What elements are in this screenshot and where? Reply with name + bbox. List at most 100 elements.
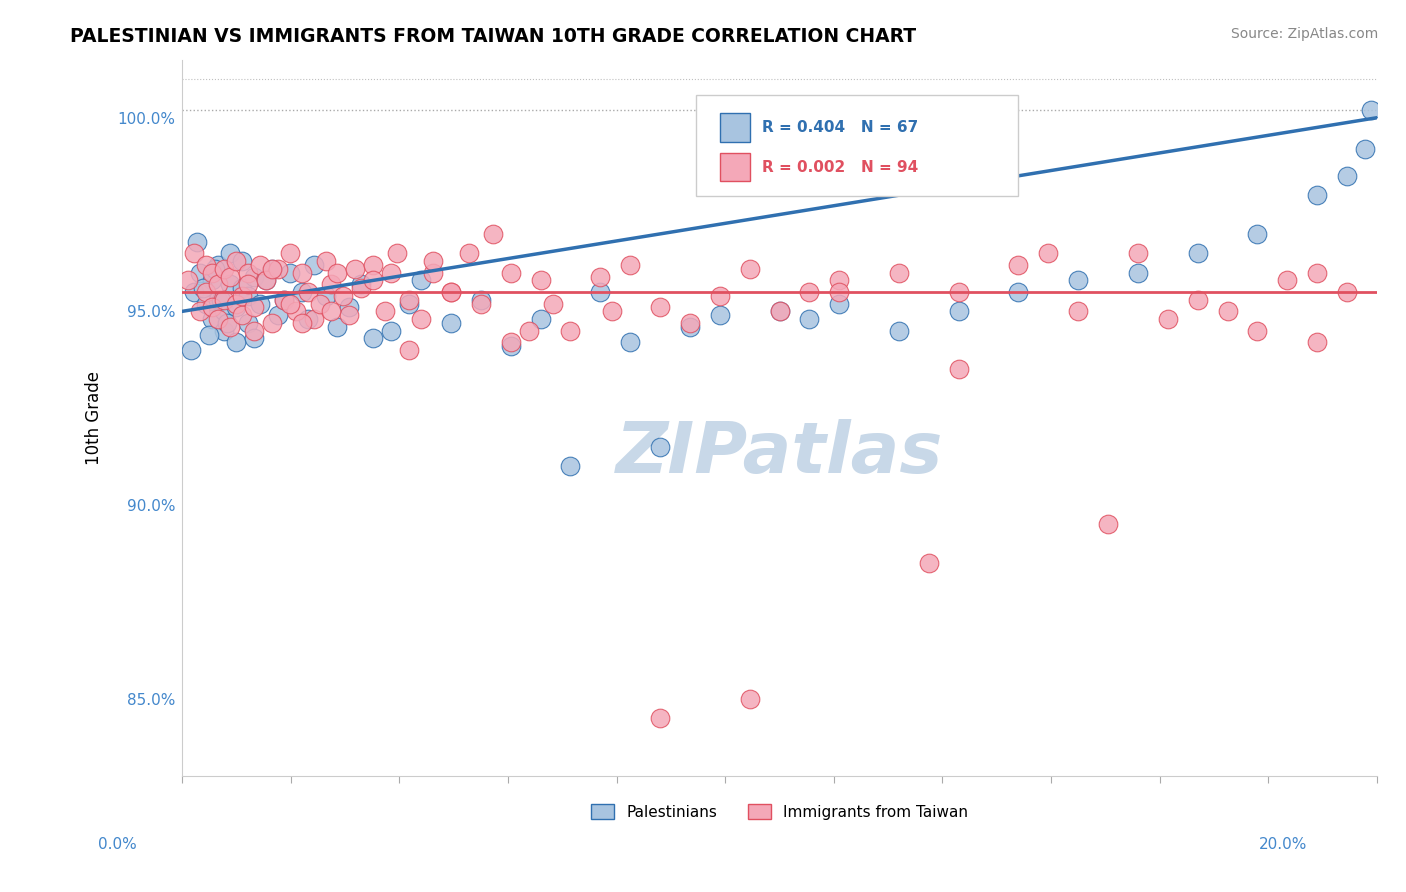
Point <box>470 293 492 307</box>
Point <box>380 266 402 280</box>
Point <box>195 296 218 310</box>
Point <box>470 296 492 310</box>
Point <box>1246 324 1268 338</box>
Point <box>260 316 283 330</box>
Point <box>249 296 271 310</box>
Text: 0.0%: 0.0% <box>98 837 138 852</box>
Point <box>1306 188 1329 202</box>
Point <box>236 277 259 292</box>
Point <box>284 304 307 318</box>
Point <box>409 273 432 287</box>
Point <box>499 335 522 350</box>
Point <box>207 277 229 292</box>
Point <box>236 266 259 280</box>
Point <box>409 312 432 326</box>
Point <box>231 254 253 268</box>
Point <box>297 285 319 299</box>
Point <box>1187 246 1209 260</box>
Point <box>225 335 247 350</box>
Point <box>204 261 226 276</box>
Point <box>887 324 910 338</box>
Point <box>600 304 623 318</box>
Point <box>201 266 224 280</box>
Point <box>231 281 253 295</box>
Point <box>1354 142 1376 156</box>
FancyBboxPatch shape <box>720 113 749 142</box>
Legend: Palestinians, Immigrants from Taiwan: Palestinians, Immigrants from Taiwan <box>585 797 974 826</box>
Point <box>517 324 540 338</box>
Point <box>191 281 214 295</box>
Point <box>212 261 235 276</box>
Point <box>278 296 301 310</box>
Point <box>215 316 238 330</box>
Point <box>219 246 242 260</box>
Point <box>709 289 731 303</box>
Point <box>828 285 851 299</box>
Point <box>619 258 641 272</box>
Point <box>1067 273 1090 287</box>
Point <box>1067 304 1090 318</box>
Point <box>273 293 295 307</box>
Point <box>738 261 761 276</box>
Point <box>1336 285 1358 299</box>
Point <box>828 273 851 287</box>
Point <box>225 301 247 315</box>
Point <box>260 261 283 276</box>
Point <box>648 301 671 315</box>
Point <box>1216 304 1239 318</box>
Point <box>1038 246 1060 260</box>
Point <box>201 273 224 287</box>
Point <box>350 281 373 295</box>
Point <box>207 258 229 272</box>
Point <box>195 258 218 272</box>
Point <box>1126 266 1149 280</box>
Point <box>278 266 301 280</box>
Point <box>1246 227 1268 241</box>
Point <box>219 319 242 334</box>
Point <box>350 277 373 292</box>
Point <box>209 293 232 307</box>
Point <box>363 258 385 272</box>
Point <box>231 308 253 322</box>
Point <box>315 254 337 268</box>
Point <box>198 327 221 342</box>
Point <box>225 254 247 268</box>
Text: Source: ZipAtlas.com: Source: ZipAtlas.com <box>1230 27 1378 41</box>
Point <box>529 273 551 287</box>
Point <box>457 246 479 260</box>
Point <box>1360 103 1382 117</box>
Point <box>243 324 266 338</box>
Point <box>332 289 354 303</box>
Point <box>219 269 242 284</box>
Point <box>195 285 218 299</box>
Point <box>326 319 349 334</box>
Point <box>180 343 202 357</box>
Point <box>177 273 200 287</box>
Point <box>291 266 314 280</box>
Point <box>212 324 235 338</box>
Point <box>363 273 385 287</box>
Point <box>499 339 522 353</box>
Point <box>321 277 343 292</box>
Point <box>398 343 420 357</box>
Point <box>948 304 970 318</box>
Point <box>422 266 444 280</box>
Point <box>768 304 790 318</box>
Point <box>207 293 229 307</box>
Point <box>225 296 247 310</box>
Text: 20.0%: 20.0% <box>1260 837 1308 852</box>
Point <box>315 289 337 303</box>
Point <box>326 266 349 280</box>
Point <box>648 440 671 454</box>
Point <box>679 316 702 330</box>
Point <box>679 319 702 334</box>
Point <box>267 308 290 322</box>
Point <box>302 312 325 326</box>
Text: PALESTINIAN VS IMMIGRANTS FROM TAIWAN 10TH GRADE CORRELATION CHART: PALESTINIAN VS IMMIGRANTS FROM TAIWAN 10… <box>70 27 917 45</box>
Point <box>440 316 463 330</box>
Point <box>339 308 361 322</box>
Point <box>1306 266 1329 280</box>
Point <box>273 293 295 307</box>
Point <box>799 285 821 299</box>
Point <box>243 331 266 345</box>
